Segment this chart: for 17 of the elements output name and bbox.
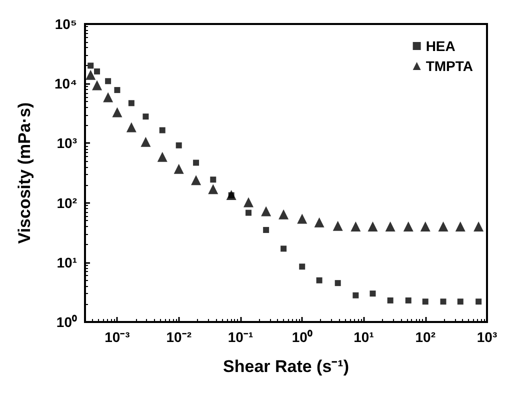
- y-tick-label: 10²: [56, 194, 78, 211]
- x-axis-title: Shear Rate (s⁻¹): [223, 357, 349, 376]
- x-tick-label: 10⁻²: [166, 329, 192, 345]
- legend-label: TMPTA: [426, 58, 474, 74]
- legend-label: HEA: [426, 38, 456, 54]
- x-tick-label: 10⁻¹: [228, 329, 254, 345]
- x-tick-label: 10³: [476, 329, 498, 345]
- y-tick-label: 10⁴: [54, 76, 78, 92]
- x-tick-label: 10⁻³: [104, 329, 130, 345]
- y-tick-label: 10³: [56, 135, 78, 152]
- x-tick-label: 10²: [415, 329, 436, 345]
- y-axis-title: Viscosity (mPa·s): [15, 102, 34, 244]
- y-tick-label: 10¹: [56, 254, 78, 270]
- x-tick-label: 10⁰: [292, 329, 312, 345]
- x-tick-label: 10¹: [354, 329, 374, 345]
- y-tick-label: 10⁵: [54, 16, 77, 32]
- y-tick-label: 10⁰: [56, 314, 77, 330]
